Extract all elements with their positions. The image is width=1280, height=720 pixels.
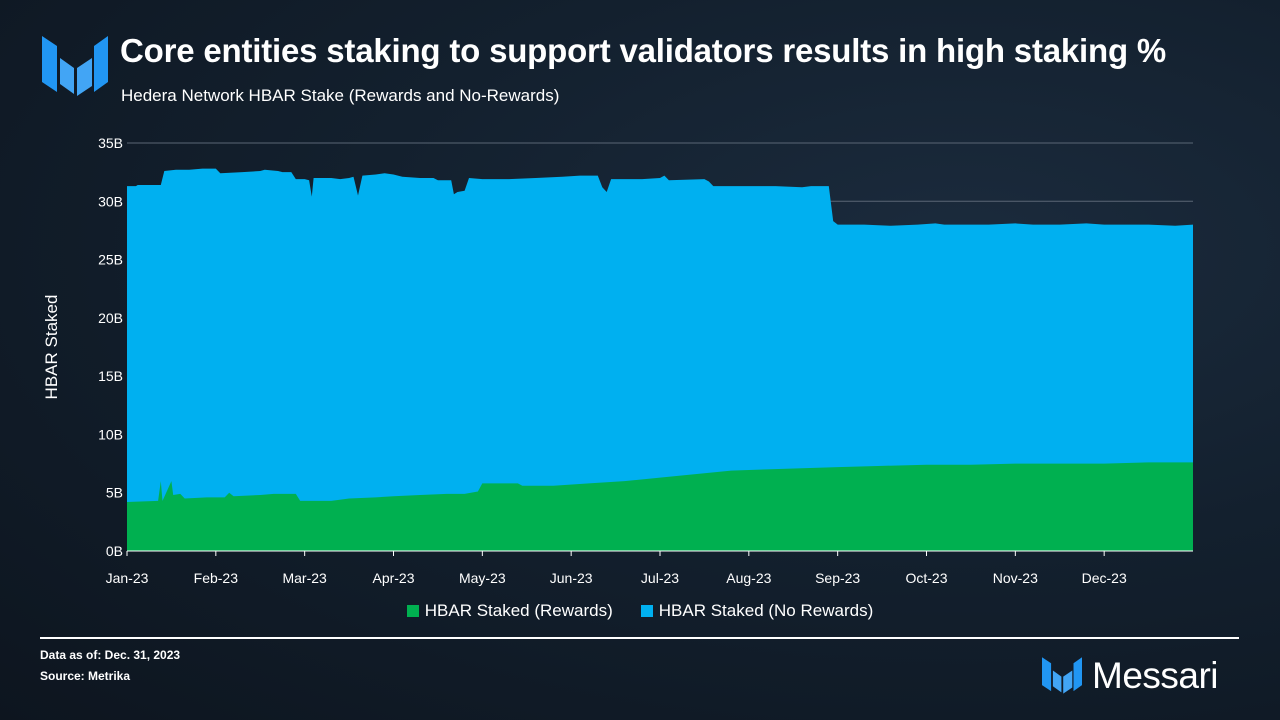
legend-label-rewards: HBAR Staked (Rewards) [424,601,613,620]
page-title: Core entities staking to support validat… [120,32,1167,69]
area-series [127,168,1193,551]
x-tick-label: Sep-23 [815,570,860,586]
legend-item-rewards: HBAR Staked (Rewards) [406,601,613,621]
x-tick-label: Jun-23 [550,570,593,586]
x-tick-label: Jan-23 [106,570,149,586]
brand-name: Messari [1092,655,1219,696]
y-tick-label: 0B [106,543,123,559]
legend-swatch-rewards [406,605,419,617]
area-rewards [127,462,1193,551]
chart-legend: HBAR Staked (Rewards) HBAR Staked (No Re… [0,601,1280,621]
x-tick-label: Nov-23 [993,570,1038,586]
x-axis-ticks: Jan-23 Feb-23 Mar-23 Apr-23 May-23 Jun-23 Jul-… [106,550,1193,586]
y-tick-label: 10B [98,426,123,442]
y-tick-label: 15B [98,368,123,384]
x-tick-label: Aug-23 [726,570,771,586]
x-tick-label: Apr-23 [372,570,414,586]
legend-swatch-no-rewards [640,605,653,617]
y-tick-label: 35B [98,135,123,151]
x-tick-label: Dec-23 [1082,570,1127,586]
x-tick-label: Jul-23 [641,570,679,586]
y-tick-label: 5B [106,485,123,501]
data-as-of-note: Data as of: Dec. 31, 2023 [40,648,181,662]
footer-divider [40,637,1239,639]
brand-logo: Messari [1042,655,1219,697]
legend-item-no-rewards: HBAR Staked (No Rewards) [640,601,874,621]
y-tick-label: 25B [98,252,123,268]
y-axis-ticks: 0B 5B 10B 15B 20B 25B 30B 35B [98,135,123,559]
source-note: Source: Metrika [40,669,131,683]
y-axis-label: HBAR Staked [42,295,61,400]
chart-subtitle: Hedera Network HBAR Stake (Rewards and N… [121,86,560,105]
stacked-area-chart: 0B 5B 10B 15B 20B 25B 30B 35B Jan-23 Feb-23 Mar-2… [42,135,1193,586]
legend-label-no-rewards: HBAR Staked (No Rewards) [658,601,874,620]
x-tick-label: Feb-23 [194,570,239,586]
y-tick-label: 20B [98,310,123,326]
x-tick-label: Mar-23 [282,570,327,586]
area-no-rewards [127,168,1193,551]
messari-brand-icon [1042,657,1082,694]
messari-logo-icon [42,36,108,96]
x-tick-label: May-23 [459,570,506,586]
x-tick-label: Oct-23 [905,570,947,586]
y-tick-label: 30B [98,193,123,209]
